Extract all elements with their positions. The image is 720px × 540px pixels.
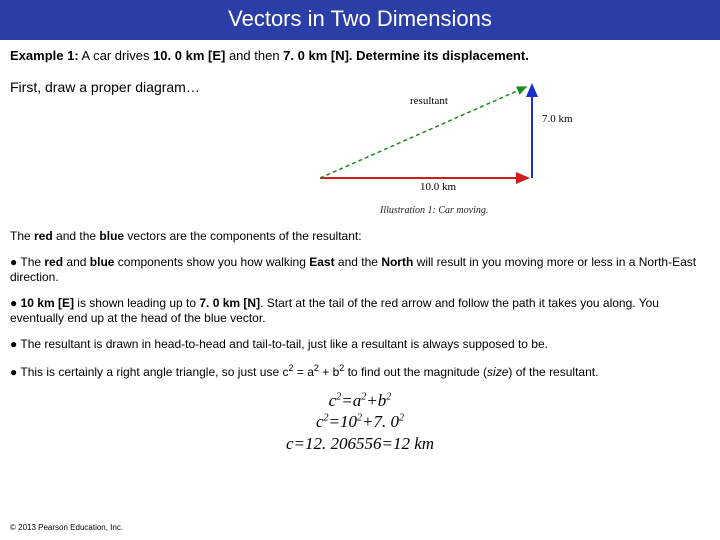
- txt-red: red: [34, 229, 53, 243]
- bullet-4: ● This is certainly a right angle triang…: [10, 363, 710, 381]
- content-area: Example 1: A car drives 10. 0 km [E] and…: [0, 40, 720, 454]
- f: =10: [329, 412, 357, 431]
- f: +b: [366, 391, 386, 410]
- title-bar: Vectors in Two Dimensions: [0, 0, 720, 40]
- txt: 10 km [E]: [21, 296, 74, 310]
- txt: = a: [294, 365, 314, 379]
- txt: ● This is certainly a right angle triang…: [10, 365, 289, 379]
- vector-diagram: 7.0 km 10.0 km resultant Illustration 1:…: [310, 73, 590, 223]
- diagram-label-7km: 7.0 km: [542, 113, 573, 125]
- txt: size: [487, 365, 508, 379]
- txt: blue: [90, 255, 115, 269]
- example-mid: A car drives: [79, 48, 153, 63]
- formula-line-3: c=12. 206556=12 km: [10, 433, 710, 454]
- example-mid2: and then: [225, 48, 283, 63]
- txt: and: [63, 255, 90, 269]
- f: c: [316, 412, 324, 431]
- copyright: © 2013 Pearson Education, Inc.: [10, 523, 123, 532]
- txt: red: [44, 255, 63, 269]
- example-line: Example 1: A car drives 10. 0 km [E] and…: [10, 48, 710, 63]
- txt: ● The: [10, 255, 44, 269]
- txt: North: [381, 255, 413, 269]
- first-draw-text: First, draw a proper diagram…: [10, 79, 200, 95]
- txt: 7. 0 km [N]: [199, 296, 260, 310]
- formula-line-1: c2=a2+b2: [10, 390, 710, 411]
- formula-line-2: c2=102+7. 02: [10, 411, 710, 432]
- components-line: The red and the blue vectors are the com…: [10, 229, 710, 245]
- txt: ●: [10, 296, 21, 310]
- txt: East: [309, 255, 334, 269]
- example-lead: Example 1:: [10, 48, 79, 63]
- f: =a: [341, 391, 361, 410]
- f: +7. 0: [362, 412, 399, 431]
- bullet-3: ● The resultant is drawn in head-to-head…: [10, 337, 710, 353]
- diagram-label-10km: 10.0 km: [420, 181, 456, 193]
- example-v1: 10. 0 km [E]: [153, 48, 225, 63]
- diagram-caption: Illustration 1: Car moving.: [380, 205, 488, 216]
- txt: to find out the magnitude (: [344, 365, 487, 379]
- txt: vectors are the components of the result…: [124, 229, 361, 243]
- txt: The: [10, 229, 34, 243]
- example-tail: . Determine its displacement.: [349, 48, 529, 63]
- page-title: Vectors in Two Dimensions: [228, 6, 492, 31]
- formula-block: c2=a2+b2 c2=102+7. 02 c=12. 206556=12 km: [10, 390, 710, 454]
- bullet-2: ● 10 km [E] is shown leading up to 7. 0 …: [10, 296, 710, 327]
- txt: and the: [53, 229, 100, 243]
- txt: ) of the resultant.: [508, 365, 598, 379]
- diagram-label-resultant: resultant: [410, 95, 448, 107]
- example-v2: 7. 0 km [N]: [283, 48, 349, 63]
- txt: + b: [319, 365, 339, 379]
- txt-blue: blue: [99, 229, 124, 243]
- diagram-row: First, draw a proper diagram… 7.0 km 10.…: [10, 73, 710, 223]
- body-text: The red and the blue vectors are the com…: [10, 229, 710, 454]
- txt: is shown leading up to: [74, 296, 199, 310]
- diagram-svg: [310, 73, 590, 223]
- txt: and the: [335, 255, 382, 269]
- bullet-1: ● The red and blue components show you h…: [10, 255, 710, 286]
- txt: components show you how walking: [114, 255, 309, 269]
